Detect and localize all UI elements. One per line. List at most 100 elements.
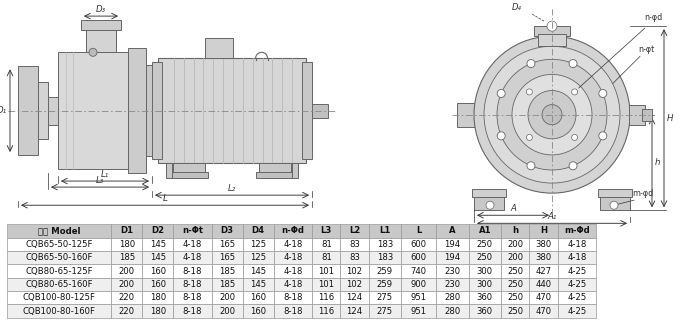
Text: 125: 125 xyxy=(250,240,266,249)
Bar xyxy=(7,291,111,304)
Circle shape xyxy=(571,89,577,95)
Text: L3: L3 xyxy=(321,227,332,235)
Text: 200: 200 xyxy=(507,240,523,249)
Bar xyxy=(212,278,242,291)
Bar xyxy=(340,278,369,291)
Circle shape xyxy=(526,134,533,141)
Circle shape xyxy=(89,48,97,56)
Text: 194: 194 xyxy=(445,253,460,262)
Text: 4-25: 4-25 xyxy=(567,293,586,302)
Circle shape xyxy=(571,134,577,141)
Text: 470: 470 xyxy=(535,293,552,302)
Bar xyxy=(401,291,437,304)
Bar xyxy=(274,291,312,304)
Text: 4-25: 4-25 xyxy=(567,267,586,275)
Bar xyxy=(7,224,111,238)
Bar xyxy=(274,304,312,318)
Bar xyxy=(457,103,475,127)
Bar xyxy=(558,224,596,238)
Text: 427: 427 xyxy=(535,267,552,275)
Bar xyxy=(469,251,501,264)
Bar xyxy=(173,251,212,264)
Bar xyxy=(242,304,274,318)
Bar xyxy=(558,264,596,278)
Text: 230: 230 xyxy=(445,267,460,275)
Text: 740: 740 xyxy=(411,267,427,275)
Bar xyxy=(242,251,274,264)
Text: 275: 275 xyxy=(377,293,393,302)
Bar xyxy=(173,291,212,304)
Text: 4-25: 4-25 xyxy=(567,280,586,289)
Bar xyxy=(173,278,212,291)
Text: 275: 275 xyxy=(377,306,393,316)
Text: 8-18: 8-18 xyxy=(183,267,202,275)
Bar xyxy=(7,278,111,291)
Bar xyxy=(369,291,401,304)
Text: 220: 220 xyxy=(118,306,135,316)
Bar xyxy=(58,52,128,169)
Bar xyxy=(369,224,401,238)
Text: 280: 280 xyxy=(444,306,460,316)
Text: 102: 102 xyxy=(347,267,363,275)
Bar xyxy=(259,163,291,173)
Text: 185: 185 xyxy=(118,253,135,262)
Bar xyxy=(501,224,529,238)
Bar xyxy=(48,96,58,125)
Text: D₁: D₁ xyxy=(0,106,7,115)
Bar xyxy=(369,264,401,278)
Bar xyxy=(142,291,173,304)
Bar xyxy=(340,291,369,304)
Text: 200: 200 xyxy=(219,293,236,302)
Text: 200: 200 xyxy=(219,306,236,316)
Text: CQB80-65-160F: CQB80-65-160F xyxy=(25,280,93,289)
Bar xyxy=(501,278,529,291)
Text: CQB80-65-125F: CQB80-65-125F xyxy=(25,267,93,275)
Bar xyxy=(469,304,501,318)
Bar xyxy=(111,291,142,304)
Bar xyxy=(173,264,212,278)
Bar xyxy=(212,224,242,238)
Bar xyxy=(469,238,501,251)
Bar xyxy=(212,251,242,264)
Text: n-Φd: n-Φd xyxy=(281,227,304,235)
Text: 101: 101 xyxy=(318,267,334,275)
Bar xyxy=(170,172,208,178)
Bar xyxy=(369,238,401,251)
Bar xyxy=(469,224,501,238)
Text: 81: 81 xyxy=(321,253,332,262)
Bar xyxy=(529,224,558,238)
Text: D4: D4 xyxy=(252,227,265,235)
Bar xyxy=(529,291,558,304)
Text: 470: 470 xyxy=(535,306,552,316)
Bar xyxy=(538,34,566,46)
Text: 250: 250 xyxy=(507,293,523,302)
Text: 380: 380 xyxy=(535,253,552,262)
Text: 101: 101 xyxy=(318,280,334,289)
Text: 125: 125 xyxy=(250,253,266,262)
Text: 440: 440 xyxy=(535,280,552,289)
Text: H: H xyxy=(540,227,547,235)
Text: L1: L1 xyxy=(379,227,391,235)
Text: 124: 124 xyxy=(347,306,363,316)
Circle shape xyxy=(610,201,618,209)
Text: 250: 250 xyxy=(507,280,523,289)
Text: L: L xyxy=(163,194,168,203)
Circle shape xyxy=(497,89,505,97)
Text: 8-18: 8-18 xyxy=(183,280,202,289)
Text: A1: A1 xyxy=(479,227,491,235)
Bar xyxy=(242,291,274,304)
Text: 116: 116 xyxy=(318,306,334,316)
Text: 250: 250 xyxy=(477,240,493,249)
Text: 160: 160 xyxy=(150,267,166,275)
Text: m-Φd: m-Φd xyxy=(564,227,590,235)
Circle shape xyxy=(547,21,557,31)
Bar xyxy=(558,238,596,251)
Bar xyxy=(173,238,212,251)
Text: 185: 185 xyxy=(219,280,236,289)
Bar xyxy=(242,224,274,238)
Bar xyxy=(642,109,652,121)
Bar xyxy=(558,291,596,304)
Circle shape xyxy=(512,74,592,155)
Bar xyxy=(469,291,501,304)
Bar xyxy=(111,238,142,251)
